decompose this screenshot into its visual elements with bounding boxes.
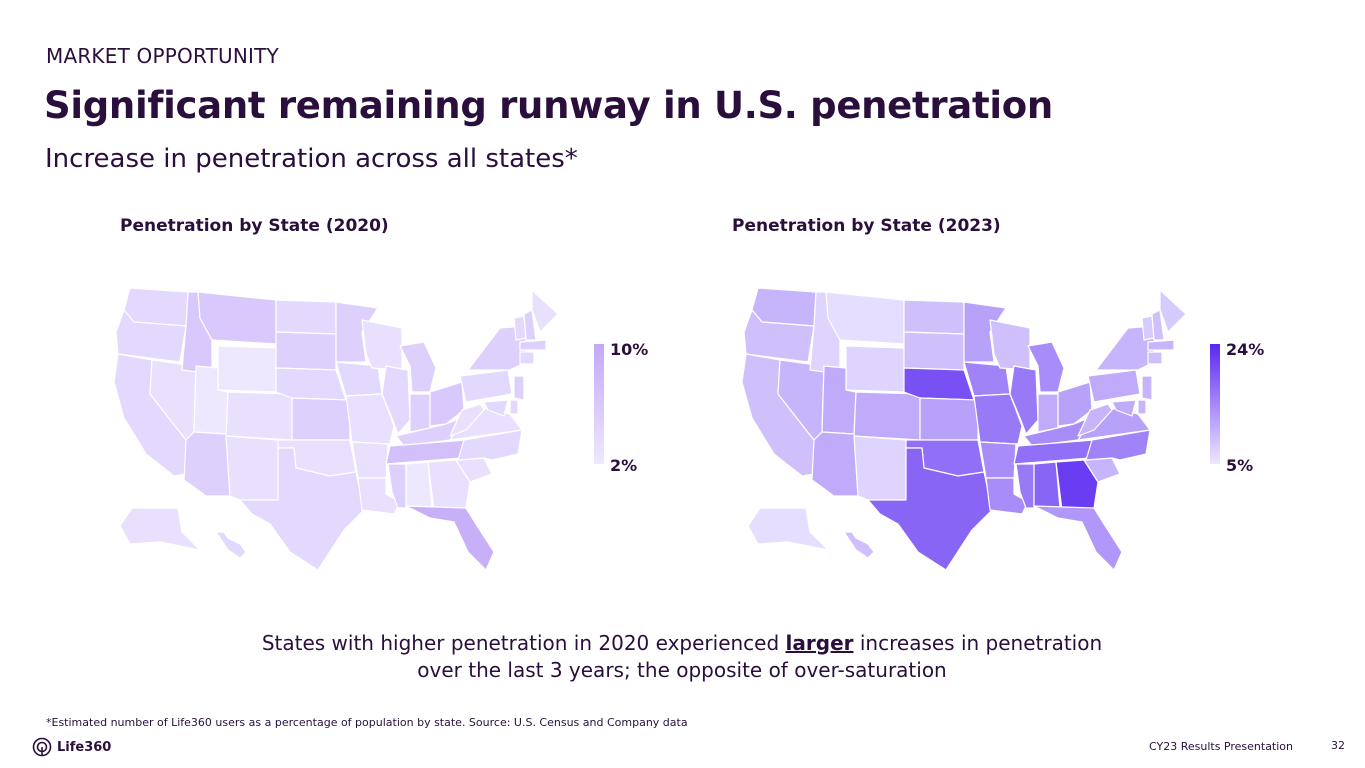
state-wa-2020 [123,287,189,327]
state-il-2023 [1009,365,1039,435]
caption-after: increases in penetration [853,631,1103,655]
legend-2020-min-label: 2% [610,456,638,475]
state-pa-2023 [1087,369,1141,403]
footnote: *Estimated number of Life360 users as a … [46,716,688,729]
state-nh-2023 [1151,309,1165,341]
state-ks-2023 [919,397,979,441]
state-mn-2023 [963,301,1007,363]
legend-2023-min-label: 5% [1226,456,1254,475]
state-ne-2023 [903,367,975,401]
legend-2020: 10% 2% [594,340,684,478]
state-wy-2023 [845,345,905,393]
state-md-2020 [483,399,509,417]
state-nj-2023 [1141,375,1153,401]
state-ne-2020 [275,367,347,401]
caption-emphasis: larger [785,631,854,655]
state-ms-2023 [1015,463,1035,509]
eyebrow: MARKET OPPORTUNITY [46,44,279,68]
legend-2023-gradient-bar [1210,344,1220,464]
life360-logo-icon [32,737,52,757]
state-az-2020 [183,431,231,497]
state-nj-2020 [513,375,525,401]
state-ak-2020 [119,507,201,551]
state-ga-2020 [427,459,471,511]
caption-line-1: States with higher penetration in 2020 e… [182,630,1182,657]
state-ct-2020 [519,351,535,365]
state-ar-2020 [351,441,389,479]
state-fl-2023 [1033,505,1123,571]
state-co-2023 [853,391,921,441]
state-wv-2020 [449,403,485,437]
state-nh-2020 [523,309,537,341]
map-2023 [741,287,1187,571]
state-az-2023 [811,431,859,497]
state-in-2020 [409,393,431,433]
state-me-2020 [531,289,559,333]
state-or-2023 [743,309,815,363]
state-al-2020 [405,461,433,509]
page-title: Significant remaining runway in U.S. pen… [44,84,1053,127]
state-fl-2020 [405,505,495,571]
state-ks-2020 [291,397,351,441]
map-2020 [113,287,559,571]
state-hi-2023 [843,531,875,559]
state-wv-2023 [1077,403,1113,437]
state-mt-2023 [825,291,905,345]
state-ak-2023 [747,507,829,551]
legend-2020-gradient-bar [594,344,604,464]
state-wa-2023 [751,287,817,327]
state-pa-2020 [459,369,513,403]
caption-before: States with higher penetration in 2020 e… [261,631,786,655]
state-oh-2023 [1057,381,1093,427]
state-nm-2023 [853,435,907,501]
state-nm-2020 [225,435,279,501]
state-de-2020 [509,399,519,415]
state-wi-2020 [361,319,403,371]
caption-line-2: over the last 3 years; the opposite of o… [417,658,947,682]
state-ma-2020 [519,339,547,351]
state-ar-2023 [979,441,1017,479]
state-hi-2020 [215,531,247,559]
state-al-2023 [1033,461,1061,509]
state-in-2023 [1037,393,1059,433]
state-ms-2020 [387,463,407,509]
state-co-2020 [225,391,293,441]
map-2020-title: Penetration by State (2020) [120,216,389,236]
state-oh-2020 [429,381,465,427]
map-2023-title: Penetration by State (2023) [732,216,1001,236]
state-il-2020 [381,365,411,435]
state-nd-2023 [903,299,965,335]
legend-2023-max-label: 24% [1226,340,1265,359]
legend-2023: 24% 5% [1210,340,1300,478]
state-mn-2020 [335,301,379,363]
logo-text: Life360 [57,739,112,755]
presentation-name: CY23 Results Presentation [1149,740,1293,753]
state-de-2023 [1137,399,1147,415]
life360-logo: Life360 [32,737,111,757]
state-mo-2020 [345,393,395,445]
state-wy-2020 [217,345,277,393]
state-sd-2023 [903,331,965,371]
state-ma-2023 [1147,339,1175,351]
state-ct-2023 [1147,351,1163,365]
state-tx-2020 [239,447,365,571]
state-mt-2020 [197,291,277,345]
state-mo-2023 [973,393,1023,445]
state-me-2023 [1159,289,1187,333]
state-ga-2023 [1055,459,1099,511]
page-number: 32 [1331,739,1345,752]
legend-2020-max-label: 10% [610,340,649,359]
state-wi-2023 [989,319,1031,371]
state-md-2023 [1111,399,1137,417]
caption: States with higher penetration in 2020 e… [182,630,1182,684]
state-or-2020 [115,309,187,363]
subtitle: Increase in penetration across all state… [45,144,578,174]
state-nd-2020 [275,299,337,335]
state-tx-2023 [867,447,993,571]
state-sd-2020 [275,331,337,371]
